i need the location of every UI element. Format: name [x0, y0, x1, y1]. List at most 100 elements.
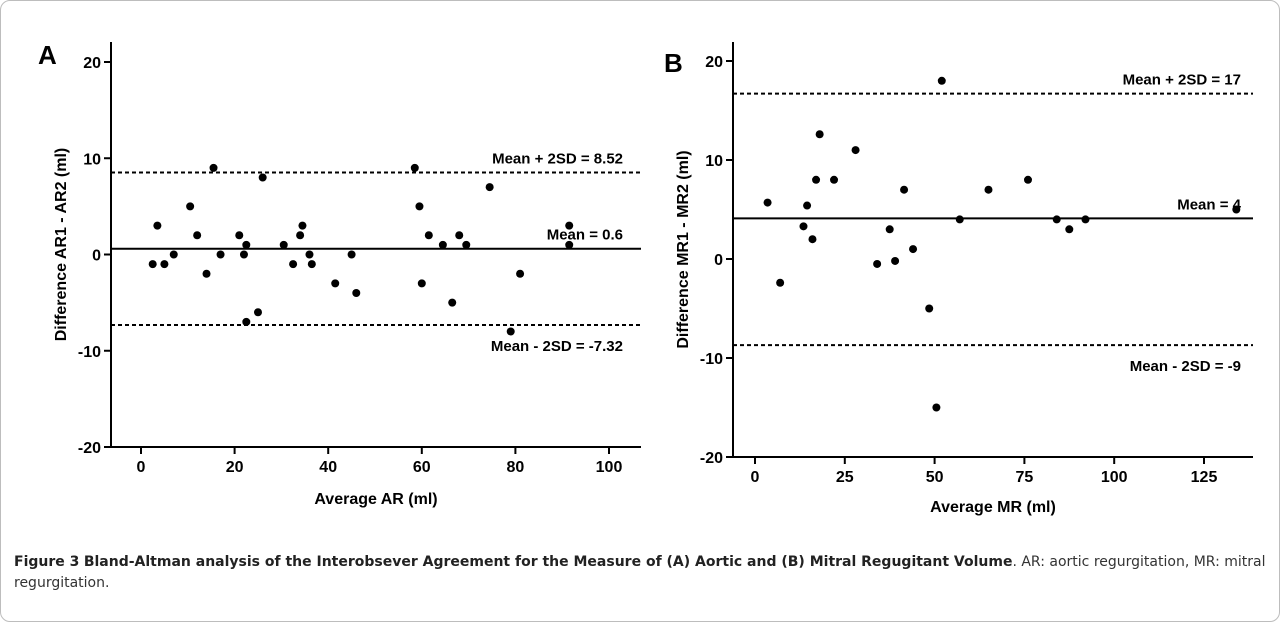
- panel-b-x-tick-label: 125: [1191, 469, 1218, 486]
- panel-b-data-point: [955, 215, 964, 224]
- panel-a-y-tick-label: 20: [83, 55, 101, 72]
- panel-a-x-tick-label: 100: [596, 459, 623, 476]
- panel-b-x-tick-label: 50: [926, 469, 944, 486]
- panel-b-x-tick-label: 75: [1016, 469, 1034, 486]
- panel-a-x-tick-label: 60: [413, 459, 431, 476]
- panel-a-data-point: [289, 260, 298, 269]
- panel-a-data-point: [209, 163, 218, 172]
- panel-a-data-point: [279, 240, 288, 249]
- panel-a-data-point: [485, 183, 494, 192]
- panel-a-reference-label: Mean + 2SD = 8.52: [492, 150, 623, 167]
- panel-a-data-point: [331, 279, 340, 288]
- panel-b-data-point: [984, 185, 993, 194]
- panel-a-data-point: [193, 231, 202, 240]
- caption-rest: . AR: aortic regurgitation, MR: mitral r…: [14, 554, 1266, 591]
- panel-a-data-point: [153, 221, 162, 230]
- panel-a-reference-label: Mean - 2SD = -7.32: [491, 338, 623, 355]
- figure-caption: Figure 3 Bland-Altman analysis of the In…: [14, 552, 1269, 594]
- panel-a-data-point: [516, 269, 525, 278]
- panel-a-x-axis-label: Average AR (ml): [314, 491, 437, 508]
- panel-b-data-point: [1232, 205, 1241, 214]
- panel-a-data-point: [438, 240, 447, 249]
- panel-a-data-point: [258, 173, 267, 182]
- panel-a-y-tick-label: -10: [78, 344, 101, 361]
- panel-b-data-point: [799, 222, 808, 231]
- panel-b-x-tick-label: 100: [1101, 469, 1128, 486]
- panel-b-data-point: [925, 304, 934, 313]
- panel-a-data-point: [448, 298, 457, 307]
- panel-a-data-point: [235, 231, 244, 240]
- panel-b-y-axis-label: Difference MR1 - MR2 (ml): [675, 150, 692, 348]
- panel-b-letter: B: [664, 48, 683, 78]
- panel-b-data-point: [1023, 175, 1032, 184]
- panel-b-data-point: [909, 245, 918, 254]
- panel-b-x-axis-label: Average MR (ml): [930, 499, 1056, 516]
- panel-a-data-point: [239, 250, 248, 259]
- panel-a-data-point: [347, 250, 356, 259]
- panel-b-data-point: [1052, 215, 1061, 224]
- panel-b-data-point: [763, 198, 772, 207]
- panel-b-reference-label: Mean + 2SD = 17: [1123, 72, 1241, 89]
- panel-a-y-tick-label: -20: [78, 440, 101, 457]
- panel-b-data-point: [1065, 225, 1074, 234]
- panel-b-y-tick-label: 10: [705, 153, 723, 170]
- panel-a-data-point: [565, 221, 574, 230]
- panel-b-data-point: [873, 259, 882, 268]
- panel-b-reference-label: Mean = 4: [1177, 196, 1241, 213]
- panel-a-data-point: [305, 250, 314, 259]
- panel-a-data-point: [242, 317, 251, 326]
- panel-a-y-tick-label: 0: [92, 248, 101, 265]
- panel-a-data-point: [186, 202, 195, 211]
- panel-a-data-point: [410, 163, 419, 172]
- panel-a-data-point: [202, 269, 211, 278]
- panel-a-data-point: [169, 250, 178, 259]
- panel-b-data-point: [812, 175, 821, 184]
- panel-a-y-tick-label: 10: [83, 151, 101, 168]
- panel-b-data-point: [830, 175, 839, 184]
- panel-a-data-point: [160, 260, 169, 269]
- panel-a-x-tick-label: 40: [319, 459, 337, 476]
- panel-a-data-point: [565, 240, 574, 249]
- caption-title: Bland-Altman analysis of the Interobseve…: [83, 554, 1013, 570]
- panel-a-data-point: [298, 221, 307, 230]
- panel-a-data-point: [455, 231, 464, 240]
- panel-b-data-point: [1081, 215, 1090, 224]
- panel-b-y-tick-label: -10: [700, 351, 723, 368]
- panel-b-data-point: [851, 146, 860, 155]
- panel-a-reference-label: Mean = 0.6: [547, 227, 623, 244]
- panel-b-data-point: [891, 256, 900, 265]
- panel-b-data-point: [885, 225, 894, 234]
- panel-b-data-point: [776, 278, 785, 287]
- panel-b-data-point: [815, 130, 824, 139]
- panel-a-letter: A: [38, 40, 57, 70]
- panel-a-data-point: [307, 260, 316, 269]
- panel-b-data-point: [900, 185, 909, 194]
- panel-a-x-tick-label: 0: [137, 459, 146, 476]
- panel-a-data-point: [148, 260, 157, 269]
- panel-a-data-point: [417, 279, 426, 288]
- panel-b-data-point: [932, 403, 941, 412]
- panel-b-y-tick-label: 20: [705, 54, 723, 71]
- panel-b-y-tick-label: -20: [700, 450, 723, 467]
- panel-a-data-point: [506, 327, 515, 336]
- panel-a-y-axis-label: Difference AR1 - AR2 (ml): [53, 148, 70, 342]
- panel-a-data-point: [296, 231, 305, 240]
- panel-b-data-point: [803, 201, 812, 210]
- panel-b-x-tick-label: 0: [751, 469, 760, 486]
- panel-b-data-point: [937, 76, 946, 85]
- panel-a-data-point: [352, 289, 361, 297]
- panel-a-x-tick-label: 20: [226, 459, 244, 476]
- caption-label: Figure 3: [14, 554, 80, 570]
- panel-a-x-tick-label: 80: [507, 459, 525, 476]
- panel-b-x-tick-label: 25: [836, 469, 854, 486]
- panel-b-chart: B -20 -10 0 10 20 0 25 50 75 100 125 Average MR (ml)…: [664, 42, 1253, 516]
- panel-a-data-point: [254, 308, 262, 317]
- panel-b-y-tick-label: 0: [714, 252, 723, 269]
- panel-b-data-point: [808, 235, 817, 244]
- panel-a-data-point: [415, 202, 424, 211]
- panel-a-chart: A -20 -10 0 10 20 0 20 40 60 80 100 Average AR (ml) D…: [38, 40, 641, 508]
- panel-a-data-point: [424, 231, 433, 240]
- panel-b-reference-label: Mean - 2SD = -9: [1130, 358, 1241, 375]
